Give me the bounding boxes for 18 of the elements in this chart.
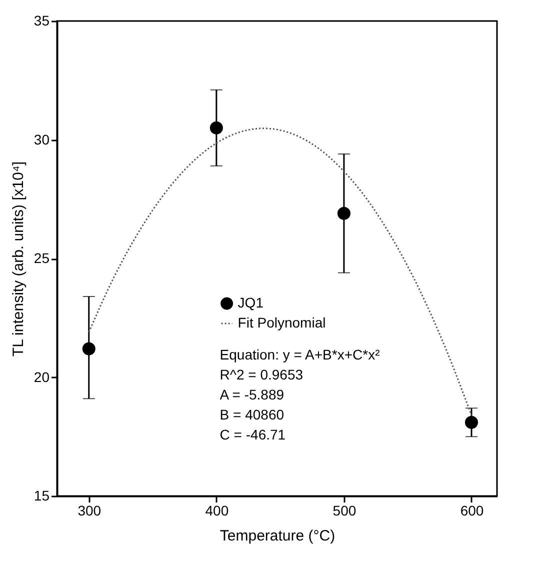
x-tick-label: 500 — [332, 502, 356, 518]
y-tick-label: 25 — [34, 250, 50, 266]
legend-label: Fit Polynomial — [238, 314, 326, 330]
x-tick-label: 300 — [78, 502, 102, 518]
x-tick-label: 600 — [460, 502, 484, 518]
annotation: C = -46.71 — [220, 426, 286, 442]
x-tick-label: 400 — [205, 502, 229, 518]
annotation: B = 40860 — [220, 406, 284, 422]
x-axis-title: Temperature (°C) — [220, 528, 336, 544]
legend-label: JQ1 — [238, 294, 264, 310]
y-tick-label: 15 — [34, 488, 50, 504]
y-tick-label: 35 — [34, 12, 50, 28]
annotation: Equation: y = A+B*x+C*x² — [220, 346, 380, 362]
annotation: R^2 = 0.9653 — [220, 366, 304, 382]
y-tick-label: 20 — [34, 368, 50, 385]
y-axis-title: TL intensity (arb. units) [x10⁴] — [10, 161, 27, 357]
annotation: A = -5.889 — [220, 386, 284, 402]
y-tick-label: 30 — [34, 131, 50, 148]
